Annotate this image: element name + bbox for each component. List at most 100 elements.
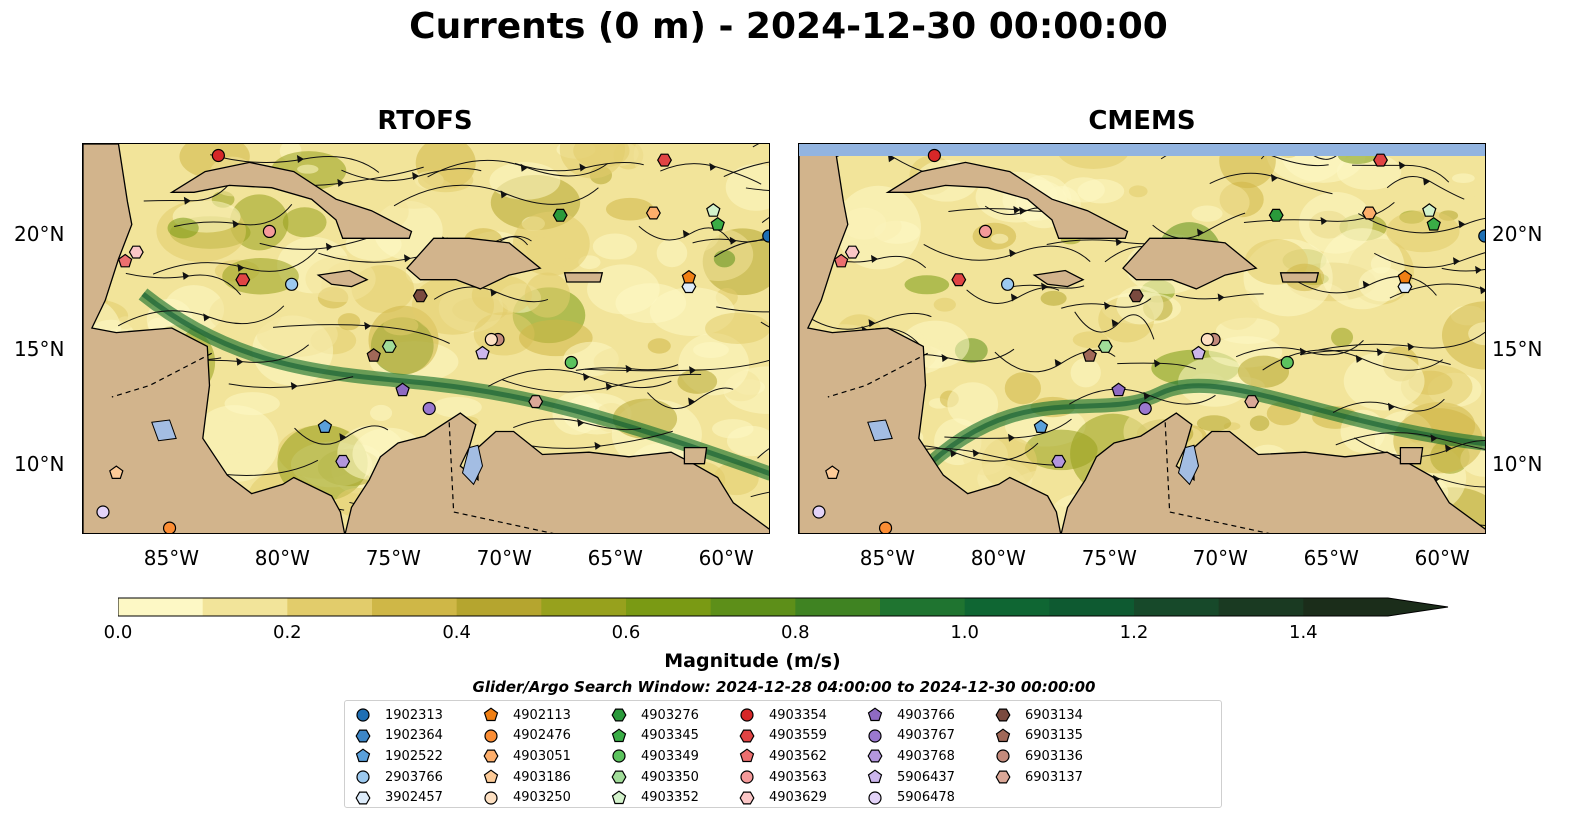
float-marker-6903137[interactable]: [528, 395, 544, 409]
float-marker-4903559[interactable]: [951, 273, 967, 287]
float-marker-4903186[interactable]: [825, 465, 840, 479]
float-marker-4903186[interactable]: [109, 465, 124, 479]
float-marker-4903767[interactable]: [422, 401, 436, 416]
legend-marker-6903134[interactable]: [995, 708, 1011, 722]
colorbar-tick-label: 0.2: [273, 622, 302, 643]
legend-marker-4903563[interactable]: [740, 770, 754, 784]
float-marker-4903276[interactable]: [1268, 208, 1284, 222]
legend-marker-3902457[interactable]: [355, 791, 371, 805]
legend-item: 4902113: [483, 705, 571, 726]
legend-marker-4903051[interactable]: [483, 749, 499, 763]
legend-marker-4903349[interactable]: [612, 749, 626, 764]
float-marker-4903051[interactable]: [1361, 206, 1377, 220]
legend-marker-4903629[interactable]: [739, 791, 755, 805]
float-marker-1902522[interactable]: [1033, 419, 1049, 433]
legend-marker-5906478[interactable]: [868, 791, 882, 805]
float-marker-4903352[interactable]: [706, 203, 721, 217]
float-marker-4903250[interactable]: [484, 332, 498, 347]
float-marker-4903562[interactable]: [833, 253, 849, 268]
float-marker-2903766[interactable]: [1001, 277, 1015, 291]
float-marker-4903352[interactable]: [1422, 203, 1437, 217]
float-marker-4903629[interactable]: [844, 245, 860, 259]
float-marker-4902113[interactable]: [681, 269, 697, 284]
legend-marker-5906437[interactable]: [867, 769, 883, 784]
legend-marker-4903768[interactable]: [867, 749, 883, 763]
legend-marker-4903559[interactable]: [739, 729, 755, 743]
float-marker-6903134[interactable]: [412, 289, 428, 303]
float-marker-6903135[interactable]: [1082, 348, 1097, 362]
float-marker-4903354[interactable]: [927, 148, 941, 163]
float-marker-4903768[interactable]: [1051, 454, 1067, 468]
legend-marker-4903250[interactable]: [484, 791, 498, 805]
float-marker-4903345[interactable]: [1426, 216, 1441, 231]
float-marker-4903559[interactable]: [235, 273, 251, 287]
float-marker-4902476[interactable]: [162, 521, 177, 534]
legend-marker-1902522[interactable]: [355, 748, 371, 763]
legend-marker-2903766[interactable]: [356, 770, 370, 784]
float-marker-4903559[interactable]: [1373, 153, 1388, 167]
legend-item: 4903051: [483, 746, 571, 767]
float-marker-4903051[interactable]: [645, 206, 661, 220]
float-marker-4903562[interactable]: [117, 253, 133, 268]
float-marker-4903767[interactable]: [1138, 401, 1152, 416]
legend-marker-4902113[interactable]: [483, 707, 499, 722]
legend-marker-4902476[interactable]: [484, 729, 498, 743]
float-marker-4903350[interactable]: [381, 339, 397, 353]
float-marker-6903137[interactable]: [1244, 395, 1260, 409]
float-marker-4903350[interactable]: [1097, 339, 1113, 353]
float-marker-4903559[interactable]: [657, 153, 672, 167]
colorbar-tick-label: 0.0: [103, 622, 133, 643]
float-marker-2903766[interactable]: [285, 277, 299, 291]
float-marker-4903250[interactable]: [1200, 332, 1214, 347]
legend-item: 4903186: [483, 767, 571, 788]
colorbar-segment: [1049, 598, 1135, 616]
float-marker-1902522[interactable]: [317, 419, 333, 433]
legend-marker-4903186[interactable]: [483, 769, 499, 784]
legend-item: 4903354: [739, 705, 827, 726]
float-marker-1902313[interactable]: [1478, 229, 1486, 243]
legend-marker-4903352[interactable]: [611, 790, 627, 804]
float-marker-4903629[interactable]: [128, 245, 144, 259]
float-marker-4903345[interactable]: [710, 216, 725, 231]
legend-marker-4903562[interactable]: [739, 748, 755, 763]
y-tick-label-right: 15°N: [1492, 337, 1543, 361]
float-marker-6903134[interactable]: [1128, 289, 1144, 303]
legend-marker-4903766[interactable]: [867, 707, 883, 722]
float-marker-4902113[interactable]: [1397, 269, 1413, 284]
legend-marker-1902313[interactable]: [356, 708, 370, 722]
float-marker-5906437[interactable]: [475, 345, 490, 360]
x-tick-label: 85°W: [859, 546, 915, 570]
legend-marker-4903276[interactable]: [611, 708, 627, 722]
legend-marker-4903354[interactable]: [740, 708, 754, 722]
float-marker-4903349[interactable]: [564, 355, 578, 370]
rtofs-map[interactable]: [82, 143, 770, 534]
float-marker-4903563[interactable]: [978, 224, 993, 239]
legend-label: 4903767: [897, 728, 955, 744]
legend-item: 2903766: [355, 767, 443, 788]
float-marker-5906478[interactable]: [96, 505, 110, 519]
legend-item: 4903250: [483, 787, 571, 808]
float-marker-4902476[interactable]: [878, 521, 893, 534]
legend-marker-1902364[interactable]: [355, 729, 371, 743]
legend-label: 4903768: [897, 748, 955, 764]
legend-marker-4903345[interactable]: [611, 728, 627, 742]
float-marker-4903276[interactable]: [552, 208, 568, 222]
float-marker-5906437[interactable]: [1191, 345, 1206, 360]
float-marker-4903563[interactable]: [262, 224, 277, 239]
legend-marker-6903137[interactable]: [995, 770, 1011, 784]
legend-marker-6903135[interactable]: [995, 728, 1011, 742]
float-marker-5906478[interactable]: [812, 505, 826, 519]
float-marker-6903135[interactable]: [366, 348, 381, 362]
legend-marker-4903350[interactable]: [611, 770, 627, 784]
legend-marker-4903767[interactable]: [868, 729, 882, 743]
colorbar-segment: [287, 598, 373, 616]
legend-label: 5906437: [897, 769, 955, 785]
legend-marker-6903136[interactable]: [996, 749, 1010, 764]
float-marker-4903768[interactable]: [335, 454, 351, 468]
float-marker-1902313[interactable]: [762, 229, 770, 243]
cmems-map[interactable]: [798, 143, 1486, 534]
float-marker-4903766[interactable]: [1111, 382, 1126, 397]
float-marker-4903349[interactable]: [1280, 355, 1294, 370]
float-marker-4903766[interactable]: [395, 382, 410, 397]
float-marker-4903354[interactable]: [211, 148, 225, 163]
